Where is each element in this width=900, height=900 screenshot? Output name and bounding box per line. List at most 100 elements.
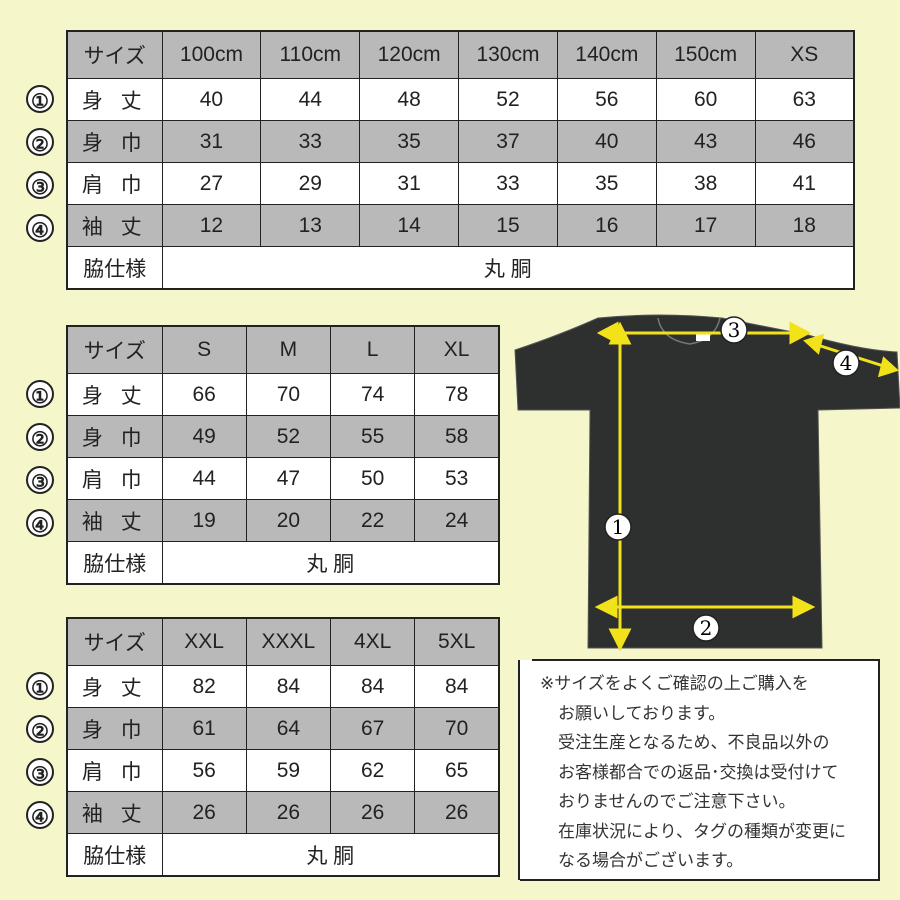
measurement-cell: 70	[414, 707, 500, 750]
measurement-cell: 16	[556, 204, 657, 247]
arrowhead	[594, 595, 618, 619]
row-label: 脇仕様	[66, 541, 163, 585]
measurement-cell: 84	[329, 665, 416, 708]
row-marker-3: ③	[26, 758, 54, 786]
tshirt-tag	[696, 334, 710, 341]
measurement-cell: 41	[754, 162, 855, 205]
svg-text:4: 4	[840, 351, 853, 375]
table-row-shoulder: 肩 巾 56 59 62 65	[66, 749, 500, 792]
measurement-cell: 19	[161, 499, 247, 542]
size-header-label: サイズ	[66, 325, 163, 374]
measurement-cell: 31	[359, 162, 460, 205]
row-marker-4: ④	[26, 214, 54, 242]
table-row-side: 脇仕様丸 胴	[66, 246, 855, 290]
row-label: 身 巾	[66, 707, 163, 750]
size-column-header: S	[161, 325, 247, 374]
table-row-sleeve: 袖 丈 26 26 26 26	[66, 791, 500, 834]
measurement-cell: 58	[414, 415, 500, 458]
row-label: 肩 巾	[66, 162, 163, 205]
measurement-cell: 29	[260, 162, 361, 205]
measurement-cell: 35	[359, 120, 460, 163]
measurement-cell: 17	[655, 204, 756, 247]
row-marker-3: ③	[26, 171, 54, 199]
measurement-cell: 13	[260, 204, 361, 247]
table-row-length: 身 丈 66 70 74 78	[66, 373, 500, 416]
arrowhead	[789, 321, 812, 345]
side-spec-cell: 丸 胴	[161, 246, 855, 290]
table-row-shoulder: 肩 巾 44 47 50 53	[66, 457, 500, 500]
measurement-cell: 33	[260, 120, 361, 163]
table-row-sleeve: 袖 丈 19 20 22 24	[66, 499, 500, 542]
measurement-cell: 56	[556, 78, 657, 121]
measurement-cell: 61	[161, 707, 247, 750]
measurement-cell: 63	[754, 78, 855, 121]
notice-line: 受注生産となるため、不良品以外の	[558, 733, 830, 753]
measurement-cell: 46	[754, 120, 855, 163]
table-row-width: 身 巾 49 52 55 58	[66, 415, 500, 458]
notice-box: ※サイズをよくご確認の上ご購入を お願いしております。 受注生産となるため、不良…	[518, 659, 880, 881]
notice-line: 在庫状況により、タグの種類が変更に	[558, 821, 846, 842]
size-column-header: XXL	[161, 617, 247, 666]
notice-line: おりませんのでご注意下さい。	[558, 792, 796, 812]
size-column-header: 110cm	[260, 30, 361, 79]
row-label: 身 巾	[66, 120, 163, 163]
row-label: 身 巾	[66, 415, 163, 458]
measurement-cell: 56	[161, 749, 247, 792]
arrowhead	[792, 595, 816, 619]
table-row-sleeve: 袖 丈 12 13 14 15 16 17 18	[66, 204, 855, 247]
marker-4: 4	[832, 349, 860, 377]
svg-text:1: 1	[612, 515, 625, 539]
size-column-header: XL	[414, 325, 500, 374]
size-table: サイズ XXL XXXL 4XL 5XL 身 丈 82 84 84 84 身 巾 61 64 67 70 肩 …	[66, 617, 500, 877]
size-table: サイズ 100cm 110cm 120cm 130cm 140cm 150cm XS 身 丈 40…	[66, 30, 855, 290]
measurement-cell: 78	[414, 373, 500, 416]
arrowhead	[877, 356, 899, 378]
measurement-cell: 15	[458, 204, 558, 247]
size-column-header: 150cm	[655, 30, 756, 79]
row-label: 袖 丈	[66, 791, 163, 834]
measurement-cell: 40	[161, 78, 262, 121]
measurement-cell: 49	[161, 415, 247, 458]
tshirt-collar	[657, 317, 721, 345]
size-column-header: L	[329, 325, 416, 374]
side-spec-cell: 丸 胴	[161, 833, 500, 877]
row-marker-2: ②	[26, 715, 54, 743]
row-marker-3: ③	[26, 466, 54, 494]
row-marker-2: ②	[26, 423, 54, 451]
measurement-cell: 31	[161, 120, 262, 163]
notice-line: なる場合がございます。	[558, 851, 744, 871]
header-row: サイズ 100cm 110cm 120cm 130cm 140cm 150cm XS	[66, 30, 855, 79]
table-row-side: 脇仕様丸 胴	[66, 541, 500, 585]
row-marker-1: ①	[26, 380, 54, 408]
size-column-header: XS	[754, 30, 855, 79]
table-row-shoulder: 肩 巾 27 29 31 33 35 38 41	[66, 162, 855, 205]
row-marker-2: ②	[26, 128, 54, 156]
header-row: サイズ S M L XL	[66, 325, 500, 374]
row-label: 袖 丈	[66, 499, 163, 542]
measurement-cell: 53	[414, 457, 500, 500]
svg-text:3: 3	[728, 318, 741, 342]
marker-1: 1	[604, 513, 632, 541]
measurement-cell: 26	[161, 791, 247, 834]
size-column-header: M	[245, 325, 332, 374]
measurement-cell: 22	[329, 499, 416, 542]
row-label: 袖 丈	[66, 204, 163, 247]
table-row-width: 身 巾 61 64 67 70	[66, 707, 500, 750]
measurement-cell: 26	[329, 791, 416, 834]
notice-line: お客様都合での返品･交換は受付けて	[558, 762, 839, 783]
measurement-cell: 40	[556, 120, 657, 163]
measurement-cell: 50	[329, 457, 416, 500]
size-header-label: サイズ	[66, 30, 163, 79]
size-column-header: XXXL	[245, 617, 332, 666]
measurement-cell: 20	[245, 499, 332, 542]
size-column-header: 5XL	[414, 617, 500, 666]
table-row-width: 身 巾 31 33 35 37 40 43 46	[66, 120, 855, 163]
measurement-cell: 60	[655, 78, 756, 121]
measurement-cell: 24	[414, 499, 500, 542]
measurement-cell: 65	[414, 749, 500, 792]
row-label: 身 丈	[66, 78, 163, 121]
row-label: 脇仕様	[66, 246, 163, 290]
svg-text:2: 2	[700, 616, 713, 640]
measurement-cell: 84	[245, 665, 332, 708]
arrowhead	[596, 321, 619, 345]
